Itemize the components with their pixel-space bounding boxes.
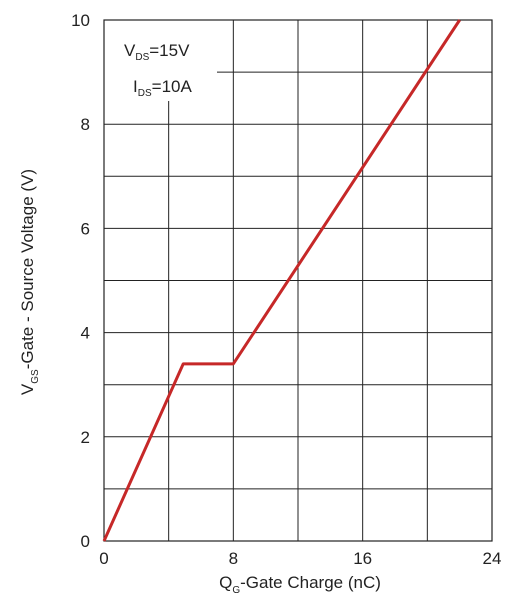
annotation-box [114, 30, 216, 100]
y-tick-label: 8 [81, 115, 90, 134]
plot-frame [103, 19, 493, 542]
x-tick-label: 8 [229, 549, 238, 568]
x-tick-label: 16 [353, 549, 372, 568]
annotation-line-2: IDS=10A [133, 77, 192, 99]
x-tick-label: 24 [483, 549, 502, 568]
y-tick-label: 10 [71, 11, 90, 30]
y-tick-label: 4 [81, 324, 90, 343]
y-tick-label: 0 [81, 532, 90, 551]
y-axis-label: VGS-Gate - Source Voltage (V) [18, 169, 41, 395]
y-tick-label: 2 [81, 428, 90, 447]
x-tick-label: 0 [99, 549, 108, 568]
series-layer [102, 19, 461, 542]
series-line [102, 19, 461, 542]
y-tick-label: 6 [81, 219, 90, 238]
annotation-line-1: VDS=15V [124, 41, 190, 63]
x-axis-label: QG-Gate Charge (nC) [219, 573, 381, 596]
